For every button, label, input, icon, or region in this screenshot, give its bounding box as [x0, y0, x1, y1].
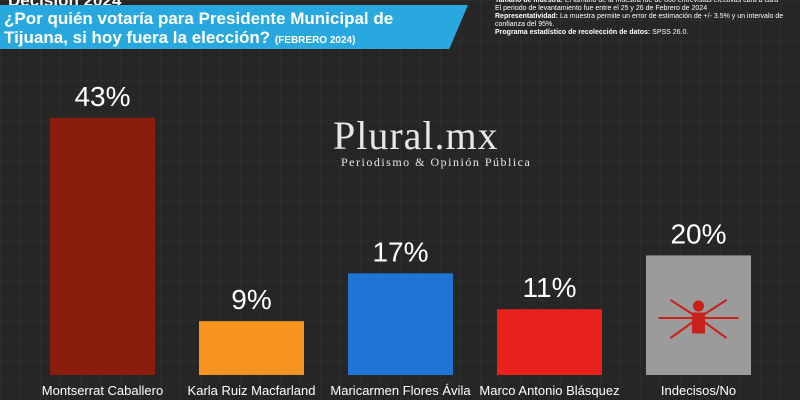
undecided-icon	[658, 299, 739, 339]
note-text: SPSS 26.0.	[652, 29, 689, 36]
category-label: Indecisos/No	[661, 383, 736, 398]
category-label: Karla Ruiz Macfarland	[188, 383, 316, 398]
value-label: 43%	[74, 81, 130, 112]
value-label: 11%	[523, 272, 577, 303]
note-label: Representatividad:	[495, 13, 559, 20]
icon-head	[693, 300, 704, 312]
category-label: Maricarmen Flores Ávila	[330, 383, 471, 398]
bar	[199, 321, 304, 375]
note: Programa estadístico de recolección de d…	[495, 29, 785, 37]
watermark-tagline: Periodismo & Opinión Pública	[341, 155, 532, 169]
category-label: Montserrat Caballero	[42, 383, 163, 398]
title: ¿Por quién votaría para Presidente Munic…	[4, 9, 444, 49]
title-note: (FEBRERO 2024)	[274, 35, 356, 46]
value-label: 17%	[372, 236, 428, 267]
note-label: Tamaño de muestra:	[495, 0, 563, 4]
watermark: Plural.mx Periodismo & Opinión Pública	[333, 112, 531, 170]
title-box: ¿Por quién votaría para Presidente Munic…	[0, 5, 468, 49]
note-label: Programa estadístico de recolección de d…	[495, 29, 651, 36]
value-label: 20%	[670, 218, 726, 249]
note-text: El tamaño de la muestra fue de 800 entre…	[564, 0, 779, 4]
bar	[50, 117, 155, 376]
icon-body	[692, 312, 705, 334]
note-text: El periodo de levantamiento fue entre el…	[495, 5, 708, 12]
note: Representatividad: La muestra permite un…	[495, 13, 785, 29]
title-text: ¿Por quién votaría para Presidente Munic…	[4, 9, 394, 47]
bar	[348, 273, 453, 375]
value-label: 9%	[231, 284, 271, 315]
methodology-notes: Tamaño de muestra: El tamaño de la muest…	[495, 0, 785, 37]
bar	[497, 309, 602, 375]
category-label: Marco Antonio Blásquez	[479, 383, 619, 398]
note-text: La muestra permite un error de estimació…	[495, 13, 784, 28]
watermark-name: Plural.mx	[333, 113, 499, 158]
note: El periodo de levantamiento fue entre el…	[495, 5, 785, 13]
note: Tamaño de muestra: El tamaño de la muest…	[495, 0, 785, 5]
